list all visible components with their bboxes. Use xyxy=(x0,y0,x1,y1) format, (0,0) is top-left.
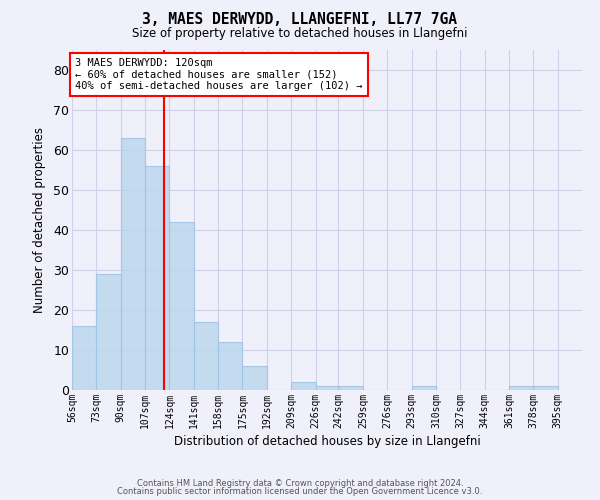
Text: Contains HM Land Registry data © Crown copyright and database right 2024.: Contains HM Land Registry data © Crown c… xyxy=(137,478,463,488)
Bar xyxy=(412,386,436,390)
Text: 3 MAES DERWYDD: 120sqm
← 60% of detached houses are smaller (152)
40% of semi-de: 3 MAES DERWYDD: 120sqm ← 60% of detached… xyxy=(75,58,362,91)
Bar xyxy=(72,326,97,390)
Bar xyxy=(218,342,242,390)
Text: 3, MAES DERWYDD, LLANGEFNI, LL77 7GA: 3, MAES DERWYDD, LLANGEFNI, LL77 7GA xyxy=(143,12,458,28)
Bar xyxy=(97,274,121,390)
Bar xyxy=(242,366,267,390)
X-axis label: Distribution of detached houses by size in Llangefni: Distribution of detached houses by size … xyxy=(173,435,481,448)
Bar xyxy=(338,386,363,390)
Bar xyxy=(194,322,218,390)
Bar xyxy=(509,386,533,390)
Bar xyxy=(316,386,340,390)
Y-axis label: Number of detached properties: Number of detached properties xyxy=(33,127,46,313)
Bar xyxy=(291,382,316,390)
Bar xyxy=(121,138,145,390)
Bar xyxy=(145,166,169,390)
Bar xyxy=(533,386,557,390)
Text: Size of property relative to detached houses in Llangefni: Size of property relative to detached ho… xyxy=(132,28,468,40)
Bar xyxy=(169,222,194,390)
Text: Contains public sector information licensed under the Open Government Licence v3: Contains public sector information licen… xyxy=(118,487,482,496)
